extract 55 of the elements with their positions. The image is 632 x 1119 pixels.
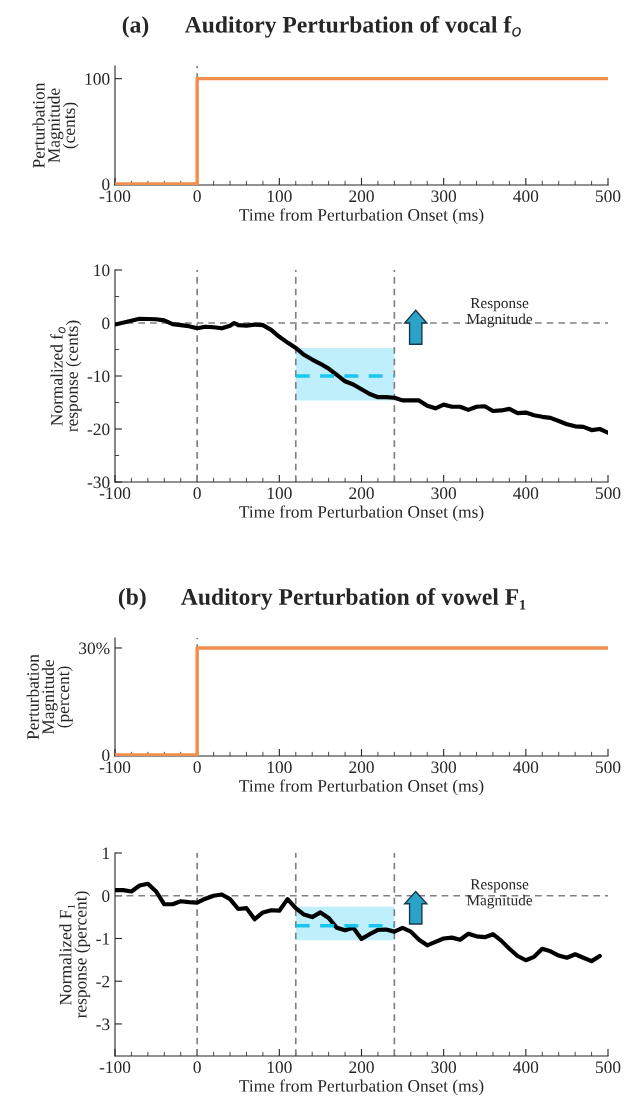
x-tick-label: -100 — [99, 190, 131, 203]
x-tick-label: -100 — [99, 487, 131, 500]
x-tick-label: 100 — [267, 761, 292, 774]
y-tick-label: 100 — [85, 73, 110, 85]
y-tick-label: 0 — [102, 890, 110, 902]
x-tick-label: 100 — [267, 190, 292, 203]
x-tick-label: 200 — [349, 190, 374, 203]
chart-title: (a) Auditory Perturbation of vocal f$_{o}$ — [122, 15, 521, 38]
x-tick-label: 300 — [431, 190, 457, 203]
annotation: Response Magnitude — [466, 879, 533, 909]
x-tick-label: 100 — [267, 1061, 292, 1074]
x-tick-label: 500 — [595, 1061, 621, 1074]
y-tick-label: 0 — [102, 317, 110, 330]
x-tick-label: 500 — [595, 761, 621, 774]
x-tick-label: 100 — [267, 487, 292, 500]
y-tick-label: 10 — [94, 264, 110, 277]
x-axis-title: Time from Perturbation Onset (ms) — [239, 208, 484, 225]
y-axis-title: Normalized F₁ response (percent) — [59, 891, 91, 1019]
y-tick-label: -1 — [96, 933, 110, 945]
y-tick-label: -30 — [87, 476, 110, 489]
x-tick-label: 0 — [193, 487, 201, 500]
y-axis-title: Perturbation Magnitude (percent) — [26, 654, 73, 740]
x-axis-title: Time from Perturbation Onset (ms) — [239, 1079, 484, 1096]
y-tick-label: -2 — [96, 975, 110, 988]
x-tick-label: 500 — [595, 487, 621, 500]
x-tick-label: 200 — [349, 487, 374, 500]
chart-title: (b) Auditory Perturbation of vowel F₁ — [118, 588, 526, 610]
y-tick-label: 0 — [102, 178, 110, 191]
x-tick-label: -100 — [99, 761, 131, 774]
x-tick-label: 200 — [349, 1061, 374, 1074]
x-tick-label: 0 — [193, 761, 201, 774]
x-tick-label: 400 — [513, 190, 539, 203]
x-axis-title: Time from Perturbation Onset (ms) — [239, 779, 484, 796]
x-tick-label: 300 — [431, 487, 457, 500]
y-axis-title: Perturbation Magnitude (cents) — [32, 82, 79, 168]
x-tick-label: 400 — [513, 1061, 539, 1074]
x-tick-label: -100 — [99, 1061, 131, 1074]
x-tick-label: 400 — [513, 487, 539, 500]
y-tick-label: 0 — [102, 749, 110, 762]
y-tick-label: -20 — [87, 423, 110, 436]
x-tick-label: 500 — [595, 190, 621, 203]
y-tick-label: -10 — [87, 370, 110, 383]
x-tick-label: 0 — [193, 1061, 201, 1074]
x-tick-label: 300 — [431, 761, 457, 774]
y-tick-label: -3 — [96, 1018, 110, 1031]
y-axis-title: Normalized f$_{o}$ response (cents) — [50, 320, 82, 432]
y-tick-label: 1 — [102, 847, 110, 860]
y-tick-label: 30% — [79, 642, 110, 655]
x-tick-label: 200 — [349, 761, 374, 774]
annotation: Response Magnitude — [466, 298, 533, 328]
x-tick-label: 300 — [431, 1061, 457, 1074]
line-series — [115, 881, 602, 964]
x-tick-label: 0 — [193, 190, 201, 203]
x-axis-title: Time from Perturbation Onset (ms) — [239, 505, 484, 522]
x-tick-label: 400 — [513, 761, 539, 774]
